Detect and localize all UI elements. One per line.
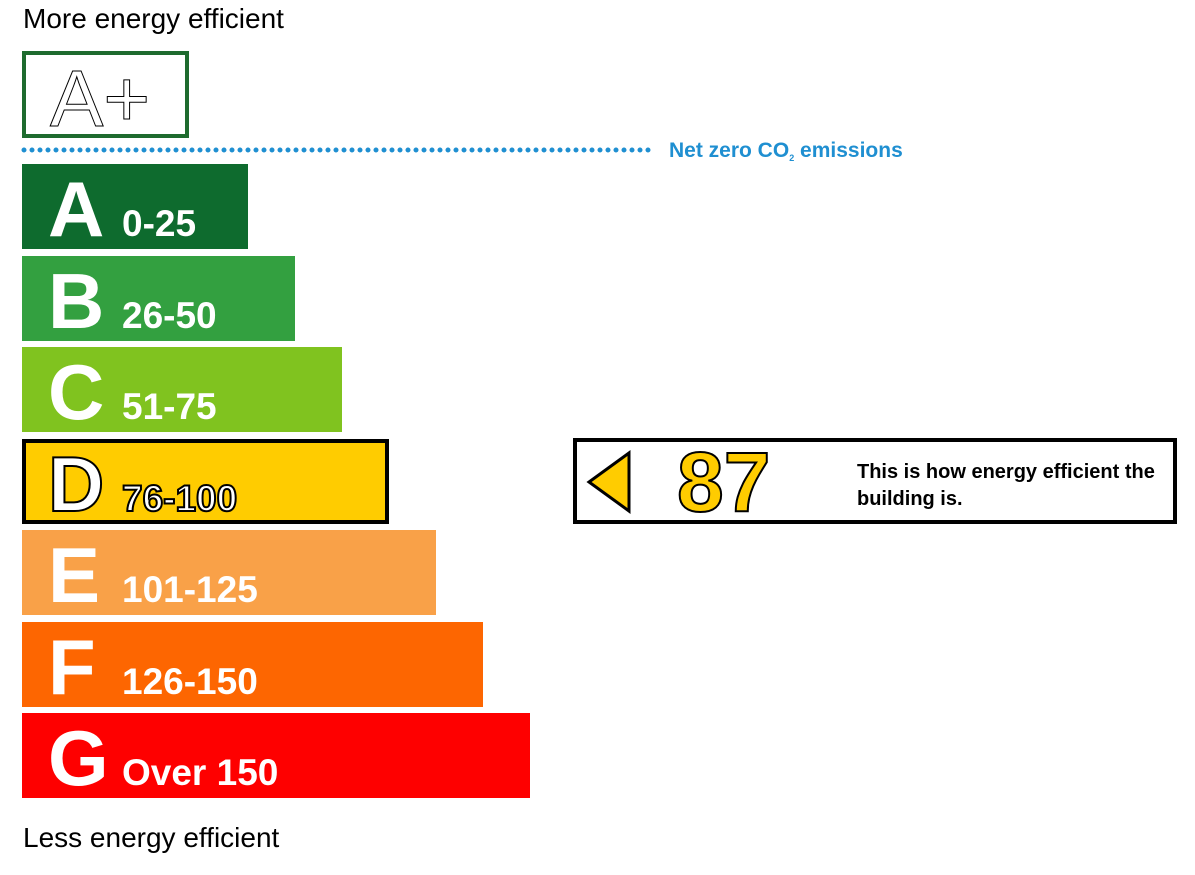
band-range: 126-150 — [122, 660, 258, 702]
band-range: Over 150 — [122, 752, 279, 793]
svg-text:A+: A+ — [50, 55, 150, 134]
band-c: C 51-75 — [22, 347, 342, 436]
a-plus-band: A+ — [22, 51, 189, 138]
current-rating-indicator: 87 This is how energy efficient the buil… — [573, 435, 1177, 529]
less-efficient-label: Less energy efficient — [23, 822, 280, 853]
band-range: 51-75 — [122, 386, 217, 427]
band-e: E 101-125 — [22, 530, 436, 619]
band-g: G Over 150 — [22, 713, 530, 802]
band-d: D 76-100 — [22, 438, 389, 529]
current-rating-note: This is how energy efficient the buildin… — [857, 461, 1155, 510]
band-letter: F — [48, 622, 96, 711]
net-zero-dotted-line — [21, 147, 655, 153]
band-f: F 126-150 — [22, 621, 483, 711]
net-zero-label: Net zero CO2 emissions — [669, 139, 903, 163]
band-letter: G — [48, 714, 109, 802]
band-letter: D — [47, 439, 105, 529]
pointer-arrow-icon — [586, 450, 631, 514]
band-range: 0-25 — [122, 203, 197, 244]
band-range: 101-125 — [122, 569, 258, 610]
a-plus-letter: A+ — [50, 55, 151, 134]
band-letter: C — [48, 348, 105, 436]
band-a: A 0-25 — [22, 164, 248, 253]
band-b: B 26-50 — [22, 255, 295, 345]
band-letter: E — [48, 531, 101, 619]
band-range: 26-50 — [122, 294, 217, 336]
current-rating-score: 87 — [676, 435, 771, 529]
band-letter: A — [48, 165, 105, 253]
band-letter: B — [48, 256, 105, 345]
band-range: 76-100 — [121, 477, 238, 520]
more-efficient-label: More energy efficient — [23, 3, 284, 34]
